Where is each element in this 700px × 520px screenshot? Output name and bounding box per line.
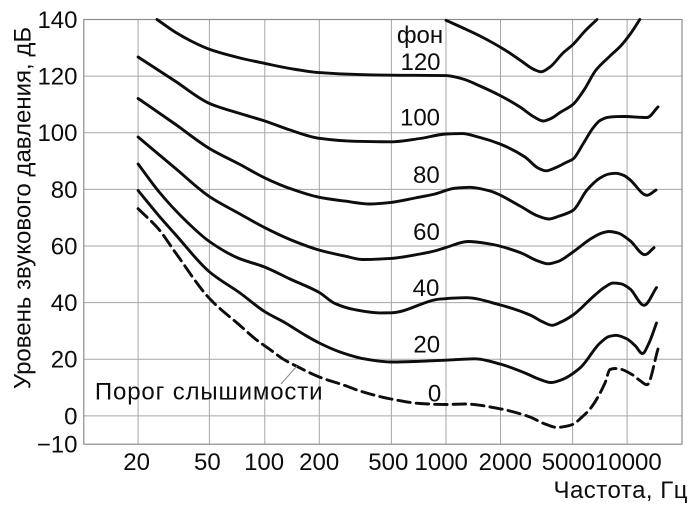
svg-text:200: 200 (299, 449, 339, 476)
svg-text:500: 500 (368, 449, 408, 476)
svg-text:20: 20 (51, 347, 78, 374)
svg-text:Уровень звукового давления, дБ: Уровень звукового давления, дБ (10, 27, 37, 389)
svg-text:140: 140 (37, 7, 77, 34)
svg-text:120: 120 (37, 64, 77, 91)
svg-text:60: 60 (51, 234, 78, 261)
svg-text:1000: 1000 (415, 449, 468, 476)
svg-text:120: 120 (400, 49, 440, 76)
svg-text:фон: фон (397, 22, 443, 49)
svg-text:10000: 10000 (595, 449, 662, 476)
svg-text:100: 100 (400, 105, 440, 132)
svg-text:Порог слышимости: Порог слышимости (95, 379, 323, 406)
svg-text:50: 50 (194, 449, 221, 476)
svg-text:80: 80 (51, 177, 78, 204)
svg-text:0: 0 (428, 380, 441, 407)
svg-text:60: 60 (413, 219, 440, 246)
svg-text:100: 100 (37, 120, 77, 147)
svg-text:2000: 2000 (479, 449, 532, 476)
svg-text:5000: 5000 (542, 449, 595, 476)
svg-text:−10: −10 (37, 432, 78, 459)
svg-text:100: 100 (244, 449, 284, 476)
svg-text:80: 80 (413, 162, 440, 189)
svg-text:40: 40 (51, 290, 78, 317)
svg-text:20: 20 (413, 332, 440, 359)
svg-text:0: 0 (64, 403, 77, 430)
svg-text:20: 20 (123, 449, 150, 476)
svg-text:Частота, Гц: Частота, Гц (553, 477, 688, 504)
svg-text:40: 40 (413, 275, 440, 302)
